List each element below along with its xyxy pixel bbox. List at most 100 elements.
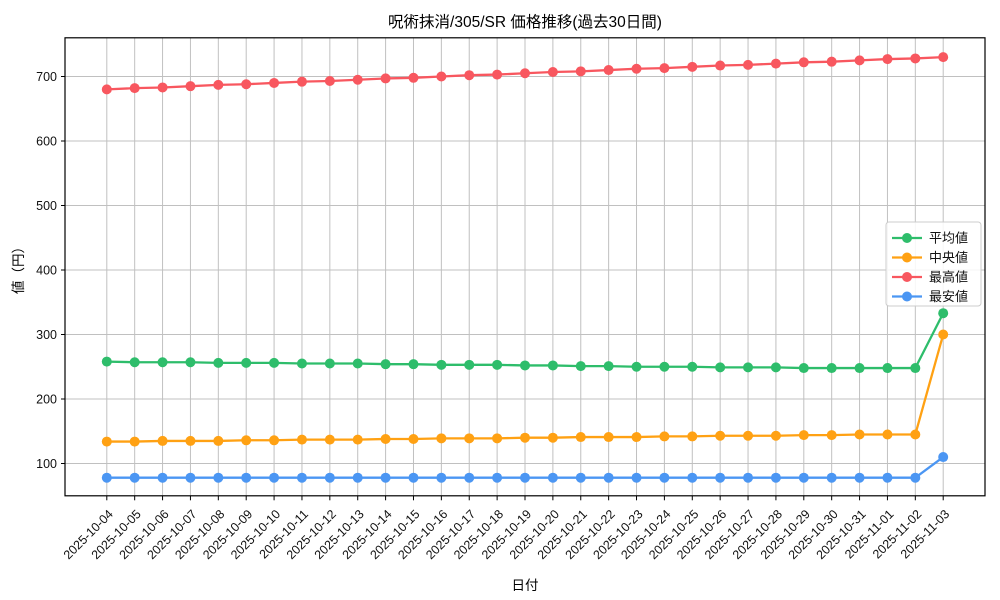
series-average-marker bbox=[464, 359, 475, 370]
y-tick-label: 400 bbox=[36, 263, 57, 277]
series-highest-marker bbox=[520, 68, 530, 79]
series-average-marker bbox=[324, 358, 335, 369]
series-median-marker bbox=[798, 430, 809, 441]
series-median-marker bbox=[241, 435, 252, 446]
series-lowest-marker bbox=[408, 472, 419, 483]
legend-median-marker bbox=[902, 252, 912, 263]
series-median-marker bbox=[882, 429, 893, 440]
series-lowest-marker bbox=[269, 472, 280, 483]
series-highest-marker bbox=[854, 55, 865, 66]
series-lowest-marker bbox=[687, 472, 698, 483]
series-highest-marker bbox=[910, 53, 921, 64]
series-highest-marker bbox=[826, 56, 837, 67]
series-lowest-marker bbox=[380, 472, 391, 483]
series-median-marker bbox=[464, 433, 475, 444]
series-average-marker bbox=[938, 308, 949, 319]
series-median-marker bbox=[603, 432, 614, 443]
series-highest-marker bbox=[296, 76, 307, 87]
series-average-marker bbox=[743, 362, 754, 373]
series-median-marker bbox=[715, 430, 726, 441]
series-highest-marker bbox=[631, 63, 642, 74]
series-highest-marker bbox=[938, 52, 949, 63]
series-average-marker bbox=[910, 363, 921, 374]
y-axis-label: 値（円） bbox=[11, 240, 26, 294]
series-average-marker bbox=[157, 357, 168, 368]
series-average-marker bbox=[213, 357, 224, 368]
y-tick-label: 200 bbox=[36, 392, 57, 406]
series-average-marker bbox=[520, 360, 530, 371]
y-tick-label: 600 bbox=[36, 134, 57, 148]
series-median-marker bbox=[659, 431, 670, 442]
series-highest-marker bbox=[352, 74, 363, 85]
series-median-marker bbox=[157, 435, 168, 446]
series-lowest-marker bbox=[659, 472, 670, 483]
y-tick-label: 100 bbox=[36, 457, 57, 471]
series-average-marker bbox=[547, 360, 558, 371]
series-lowest-marker bbox=[826, 472, 837, 483]
series-lowest-marker bbox=[715, 472, 726, 483]
series-average-marker bbox=[659, 361, 670, 372]
series-highest-marker bbox=[241, 79, 252, 90]
series-average-marker bbox=[185, 357, 196, 368]
series-median-marker bbox=[938, 329, 949, 340]
series-average-marker bbox=[129, 357, 140, 368]
series-average-marker bbox=[101, 356, 112, 367]
series-average-marker bbox=[380, 359, 391, 370]
y-tick-label: 700 bbox=[36, 70, 57, 84]
series-highest-marker bbox=[687, 61, 698, 72]
series-median-marker bbox=[324, 434, 335, 445]
series-median-marker bbox=[687, 431, 698, 442]
x-axis-label: 日付 bbox=[512, 578, 539, 593]
series-highest-marker bbox=[715, 60, 726, 71]
series-lowest-marker bbox=[352, 472, 363, 483]
series-median-marker bbox=[547, 432, 558, 443]
series-lowest-marker bbox=[185, 472, 196, 483]
legend-highest-marker bbox=[902, 272, 912, 282]
series-highest-marker bbox=[408, 72, 419, 83]
series-median-marker bbox=[269, 435, 280, 446]
series-highest-marker bbox=[464, 70, 475, 81]
series-average-marker bbox=[408, 359, 419, 370]
series-highest-marker bbox=[324, 76, 335, 87]
series-median-marker bbox=[631, 432, 642, 443]
series-lowest-marker bbox=[436, 472, 447, 483]
legend-median-label: 中央値 bbox=[929, 250, 968, 265]
series-median-marker bbox=[854, 429, 865, 440]
series-median-marker bbox=[770, 430, 781, 441]
series-lowest-marker bbox=[296, 472, 307, 483]
series-average-marker bbox=[352, 358, 363, 369]
series-average-marker bbox=[603, 361, 614, 372]
series-highest-marker bbox=[129, 83, 140, 94]
series-highest-marker bbox=[743, 59, 754, 70]
series-lowest-marker bbox=[101, 472, 112, 483]
series-lowest-marker bbox=[631, 472, 642, 483]
series-average-marker bbox=[715, 362, 726, 373]
legend-lowest-marker bbox=[902, 291, 912, 302]
series-lowest-marker bbox=[324, 472, 335, 483]
series-average-marker bbox=[826, 363, 837, 374]
series-lowest-marker bbox=[743, 472, 754, 483]
series-lowest-marker bbox=[854, 472, 865, 483]
series-lowest-marker bbox=[603, 472, 614, 483]
series-average-marker bbox=[269, 357, 280, 368]
series-median-marker bbox=[352, 434, 363, 445]
chart-title: 呪術抹消/305/SR 価格推移(過去30日間) bbox=[388, 13, 662, 31]
series-lowest-marker bbox=[213, 472, 224, 483]
series-lowest-marker bbox=[129, 472, 140, 483]
series-lowest-marker bbox=[882, 472, 893, 483]
series-lowest-marker bbox=[770, 472, 781, 483]
series-highest-marker bbox=[798, 57, 809, 68]
series-average-marker bbox=[241, 357, 252, 368]
series-median-marker bbox=[408, 433, 419, 444]
series-highest-marker bbox=[575, 66, 586, 77]
series-lowest-marker bbox=[938, 452, 949, 463]
series-median-marker bbox=[575, 432, 586, 443]
series-lowest-marker bbox=[492, 472, 503, 483]
series-median-marker bbox=[101, 436, 112, 447]
series-median-marker bbox=[520, 432, 530, 443]
series-highest-marker bbox=[185, 81, 196, 92]
series-lowest-marker bbox=[241, 472, 252, 483]
series-highest-marker bbox=[101, 84, 112, 95]
series-median-marker bbox=[380, 433, 391, 444]
